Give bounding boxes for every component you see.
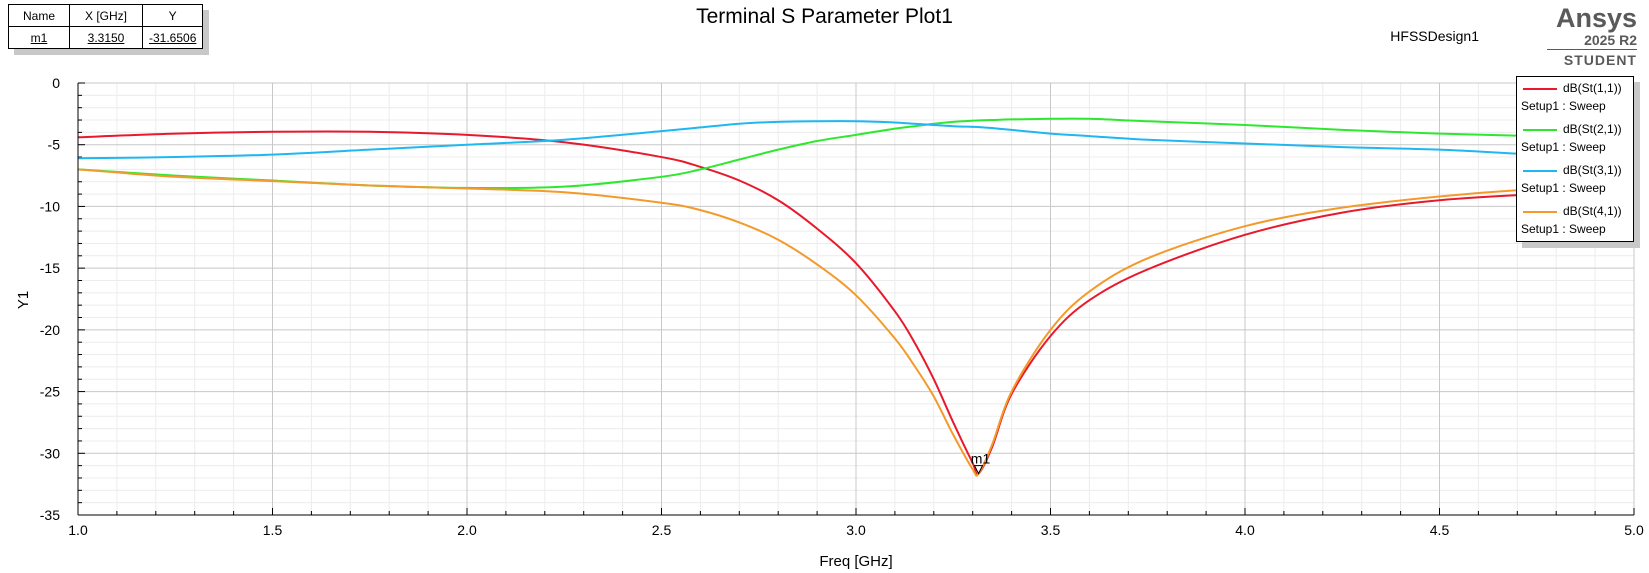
- marker-table: Name X [GHz] Y m1 3.3150 -31.6506: [8, 4, 204, 49]
- series-lines: [77, 117, 1635, 477]
- y-tick-label: -35: [40, 507, 60, 523]
- x-tick-label: 4.5: [1430, 522, 1450, 538]
- y-axis-title: Y1: [15, 291, 32, 309]
- legend-label-st31: dB(St(3,1)): [1563, 163, 1622, 177]
- y-tick-labels: 0 -5 -10 -15 -20 -25 -30 -35: [40, 75, 60, 523]
- legend-swatch-st31: [1523, 170, 1557, 172]
- marker-y-cell[interactable]: -31.6506: [141, 26, 204, 49]
- x-tick-label: 4.0: [1235, 522, 1255, 538]
- marker-x-cell[interactable]: 3.3150: [69, 26, 143, 49]
- x-tick-label: 3.0: [846, 522, 866, 538]
- x-tick-label: 3.5: [1041, 522, 1061, 538]
- x-tick-labels: 1.0 1.5 2.0 2.5 3.0 3.5 4.0 4.5 5.0: [68, 522, 1644, 538]
- marker-triangle-icon[interactable]: [973, 465, 984, 475]
- series-line-3[interactable]: [77, 120, 1635, 160]
- y-tick-label: -20: [40, 322, 60, 338]
- series-line-4[interactable]: [77, 168, 1635, 477]
- legend-swatch-st41: [1523, 211, 1557, 213]
- legend-setup-st31: Setup1 : Sweep: [1521, 181, 1606, 195]
- marker-label: m1: [971, 451, 991, 467]
- brand-edition: STUDENT: [1563, 52, 1637, 68]
- plot-title: Terminal S Parameter Plot1: [696, 5, 953, 28]
- y-tick-label: -15: [40, 260, 60, 276]
- legend-label-st41: dB(St(4,1)): [1563, 204, 1622, 218]
- legend-swatch-st21: [1523, 129, 1557, 131]
- legend-entry-st21[interactable]: dB(St(2,1)) Setup1 : Sweep: [1517, 118, 1633, 159]
- x-tick-label: 1.0: [68, 522, 88, 538]
- marker-table-header: Name X [GHz] Y: [8, 4, 204, 27]
- y-tick-label: -10: [40, 198, 60, 214]
- ansys-logo: Ansys 2025 R2 STUDENT: [1547, 4, 1637, 70]
- legend-entry-st11[interactable]: dB(St(1,1)) Setup1 : Sweep: [1517, 77, 1633, 118]
- legend-swatch-st11: [1523, 88, 1557, 90]
- legend-entry-st41[interactable]: dB(St(4,1)) Setup1 : Sweep: [1517, 200, 1633, 241]
- legend-setup-st41: Setup1 : Sweep: [1521, 222, 1606, 236]
- x-tick-label: 2.0: [457, 522, 477, 538]
- legend-setup-st11: Setup1 : Sweep: [1521, 99, 1606, 113]
- legend-entry-st31[interactable]: dB(St(3,1)) Setup1 : Sweep: [1517, 159, 1633, 200]
- x-tick-label: 1.5: [263, 522, 283, 538]
- legend-setup-st21: Setup1 : Sweep: [1521, 140, 1606, 154]
- legend-label-st21: dB(St(2,1)): [1563, 122, 1622, 136]
- legend[interactable]: dB(St(1,1)) Setup1 : Sweep dB(St(2,1)) S…: [1516, 76, 1634, 242]
- marker-table-row[interactable]: m1 3.3150 -31.6506: [8, 26, 204, 49]
- legend-label-st11: dB(St(1,1)): [1563, 81, 1622, 95]
- y-tick-label: -30: [40, 445, 60, 461]
- x-tick-label: 5.0: [1624, 522, 1644, 538]
- marker-name-cell[interactable]: m1: [8, 26, 70, 49]
- x-tick-label: 2.5: [652, 522, 672, 538]
- y-tick-label: -5: [48, 137, 61, 153]
- brand-version: 2025 R2: [1547, 32, 1637, 50]
- y-tick-label: 0: [52, 75, 60, 91]
- y-tick-label: -25: [40, 384, 60, 400]
- brand-name: Ansys: [1555, 3, 1637, 33]
- series-line-1[interactable]: [77, 130, 1635, 476]
- design-name: HFSSDesign1: [1390, 28, 1479, 44]
- marker-m1[interactable]: m1: [971, 451, 991, 475]
- x-axis-title: Freq [GHz]: [819, 553, 892, 570]
